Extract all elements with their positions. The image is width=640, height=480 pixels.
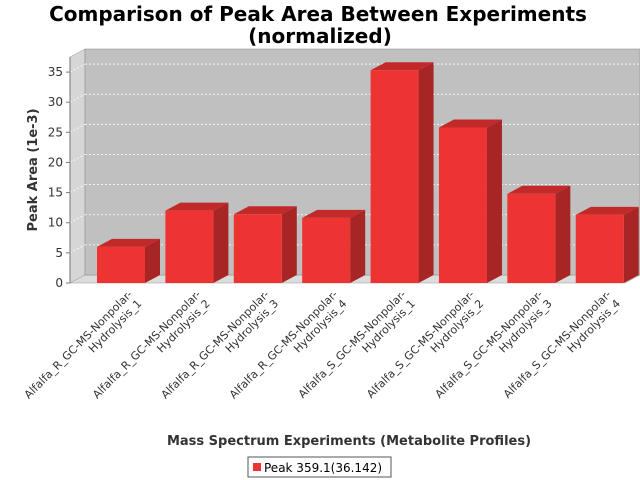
gridline-wall — [69, 184, 86, 193]
bar-side — [350, 209, 366, 283]
y-tick-label: 25 — [48, 125, 63, 139]
gridline-wall — [69, 214, 86, 224]
gridline-wall — [69, 93, 86, 103]
x-tick-label-line: Alfalfa_S_GC-MS-Nonpolar- — [433, 288, 546, 401]
bar-front — [507, 193, 556, 283]
plot-left-wall — [69, 48, 86, 284]
gridline-wall — [69, 244, 86, 254]
bar-side — [555, 185, 571, 283]
x-tick-label-line: Alfalfa_R_GC-MS-Nonpolar- — [227, 288, 340, 401]
y-axis-label: Peak Area (1e-3) — [26, 108, 41, 231]
bar — [165, 202, 229, 283]
y-axis: 0 5 10 15 20 25 30 35 — [48, 57, 71, 290]
y-tick-label: 35 — [48, 65, 63, 79]
gridline-wall — [69, 154, 86, 163]
gridline-wall — [69, 123, 86, 133]
bar — [575, 206, 639, 283]
bar-front — [97, 246, 145, 283]
bar — [302, 209, 366, 283]
bar-front — [302, 217, 351, 283]
bar-top — [165, 202, 229, 211]
bar-side — [486, 119, 502, 284]
legend-box — [247, 456, 392, 478]
bar-front — [165, 210, 214, 283]
bar-side — [145, 238, 160, 283]
y-tick-label: 15 — [48, 186, 63, 200]
bar-front — [370, 70, 419, 283]
y-tick-label: 10 — [48, 216, 63, 230]
y-tick-label: 5 — [55, 246, 63, 260]
chart-title-line-1: Comparison of Peak Area Between Experime… — [49, 2, 587, 26]
x-tick-label-line: Alfalfa_R_GC-MS-Nonpolar- — [90, 288, 203, 401]
bar-side — [281, 206, 297, 283]
bar — [507, 185, 571, 283]
legend-swatch — [253, 463, 261, 471]
x-tick-label-line: Alfalfa_S_GC-MS-Nonpolar- — [501, 288, 614, 401]
bar — [370, 62, 434, 283]
bar-side — [213, 202, 229, 283]
chart-title-line-2: (normalized) — [248, 24, 392, 48]
bar-top — [97, 238, 160, 247]
y-tick-label: 30 — [48, 95, 63, 109]
gridline-wall — [69, 63, 86, 73]
bar-front — [575, 214, 624, 283]
x-tick-label-line: Alfalfa_S_GC-MS-Nonpolar- — [364, 288, 477, 401]
x-axis-categories: Alfalfa_R_GC-MS-Nonpolar-Hydrolysis_1Alf… — [22, 288, 623, 401]
y-tick-label: 20 — [48, 155, 63, 169]
bar-top — [507, 185, 571, 194]
bar-top — [438, 119, 502, 128]
x-axis-label: Mass Spectrum Experiments (Metabolite Pr… — [167, 434, 531, 449]
x-tick-label: Alfalfa_R_GC-MS-Nonpolar-Hydrolysis_1 — [22, 288, 145, 401]
bar-front — [233, 214, 282, 283]
y-tick-label: 0 — [55, 276, 63, 290]
x-tick-label-line: Alfalfa_R_GC-MS-Nonpolar- — [159, 288, 272, 401]
legend: Peak 359.1(36.142) — [247, 456, 392, 478]
bar — [97, 238, 160, 283]
bar — [233, 206, 297, 283]
bar — [438, 119, 502, 284]
bar-top — [302, 209, 366, 218]
bar-side — [418, 62, 434, 283]
x-tick-label-line: Alfalfa_R_GC-MS-Nonpolar- — [22, 288, 135, 401]
bar-side — [623, 206, 639, 283]
bar-front — [438, 127, 487, 284]
x-tick-label-line: Alfalfa_S_GC-MS-Nonpolar- — [296, 288, 409, 401]
bar-top — [575, 206, 639, 215]
bars — [97, 62, 639, 284]
legend-label: Peak 359.1(36.142) — [264, 461, 382, 475]
bar-top — [370, 62, 434, 71]
bar-top — [233, 206, 297, 215]
